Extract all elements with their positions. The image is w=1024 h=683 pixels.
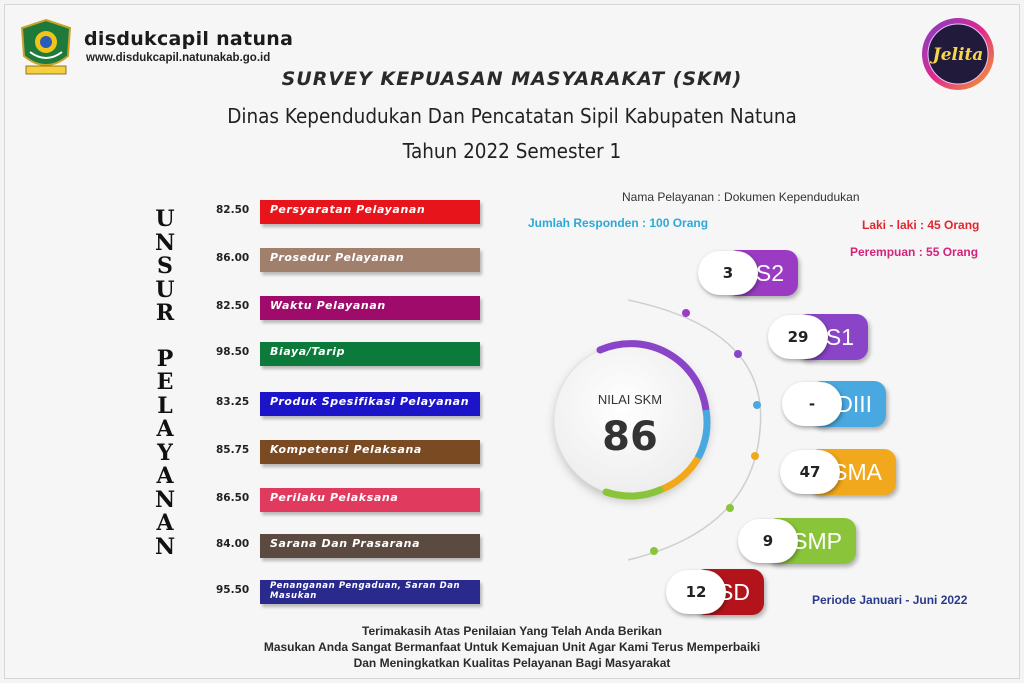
vert-letter: A — [156, 510, 174, 536]
edu-count: 29 — [768, 315, 828, 359]
edu-count: 9 — [738, 519, 798, 563]
unsur-score: 86.50 — [216, 492, 250, 504]
unsur-label: Penanganan Pengaduan, Saran Dan Masukan — [270, 581, 461, 601]
vert-letter: L — [157, 392, 173, 419]
jelita-dukcapil-logo-icon: Jelita — [922, 18, 994, 90]
unsur-score: 86.00 — [216, 252, 250, 264]
jelita-logo-text: Jelita — [930, 45, 984, 65]
unsur-bar — [260, 488, 480, 512]
title-main: SURVEY KEPUASAN MASYARAKAT (SKM) — [281, 68, 743, 90]
brand-name: disdukcapil natuna — [84, 28, 294, 50]
edu-count: 12 — [666, 570, 726, 614]
vert-letter: P — [156, 345, 174, 372]
unsur-bar — [260, 392, 480, 416]
unsur-bar — [260, 296, 480, 320]
footer-line-3: Dan Meningkatkan Kualitas Pelayanan Bagi… — [353, 656, 671, 670]
unsur-label: Produk Spesifikasi Pelayanan — [270, 395, 470, 408]
unsur-label: Waktu Pelayanan — [270, 299, 386, 312]
vert-letter: A — [156, 416, 174, 442]
nilai-skm-label: NILAI SKM — [597, 392, 663, 407]
footer-line-1: Terimakasih Atas Penilaian Yang Telah An… — [362, 624, 662, 638]
jumlah-laki-laki: Laki - laki : 45 Orang — [862, 218, 980, 232]
regency-emblem-icon — [20, 18, 72, 75]
vert-letter: U — [155, 276, 175, 303]
unsur-bar — [260, 200, 480, 224]
jumlah-perempuan: Perempuan : 55 Orang — [850, 245, 979, 259]
unsur-label: Biaya/Tarip — [270, 345, 346, 358]
edu-level: S1 — [825, 324, 854, 350]
periode-text: Periode Januari - Juni 2022 — [812, 593, 968, 607]
nilai-skm-gauge — [553, 340, 711, 500]
edu-level: S2 — [755, 260, 784, 286]
unsur-label: Sarana Dan Prasarana — [270, 537, 421, 550]
vert-letter: U — [155, 206, 175, 232]
unsur-label: Perilaku Pelaksana — [270, 491, 399, 504]
unsur-bar — [260, 440, 480, 464]
edu-pill-sma: 47 SMA — [780, 449, 896, 495]
edu-count: 3 — [698, 251, 758, 295]
vert-letter: Y — [157, 439, 173, 466]
edu-level: DIII — [836, 391, 872, 417]
vert-letter: A — [156, 463, 174, 489]
brand-url: www.disdukcapil.natunakab.go.id — [86, 52, 271, 64]
vert-letter: N — [154, 229, 176, 256]
unsur-score: 83.25 — [216, 396, 250, 408]
title-period: Tahun 2022 Semester 1 — [402, 139, 622, 163]
unsur-score: 82.50 — [216, 204, 250, 216]
unsur-pelayanan-vertical-text: U N S U R P E L A Y A N A N — [150, 206, 180, 560]
unsur-bar — [260, 580, 480, 604]
unsur-label: Persyaratan Pelayanan — [270, 203, 426, 216]
nama-pelayanan: Nama Pelayanan : Dokumen Kependudukan — [622, 190, 860, 204]
unsur-score: 85.75 — [216, 444, 250, 456]
edu-level: SD — [718, 579, 750, 605]
vert-letter: N — [154, 533, 176, 560]
edu-pill-sd: 12 SD — [666, 569, 764, 615]
unsur-label: Prosedur Pelayanan — [270, 251, 405, 264]
edu-count: - — [782, 382, 842, 426]
unsur-score: 95.50 — [216, 584, 250, 596]
edu-pill-diii: - DIII — [782, 381, 886, 427]
edu-count: 47 — [780, 450, 840, 494]
edu-level: SMA — [832, 459, 882, 485]
edu-pill-smp: 9 SMP — [738, 518, 856, 564]
unsur-score: 98.50 — [216, 346, 250, 358]
vert-letter: E — [156, 369, 174, 395]
edu-pill-s2: 3 S2 — [698, 250, 798, 296]
unsur-score: 82.50 — [216, 300, 250, 312]
jumlah-responden: Jumlah Responden : 100 Orang — [528, 216, 709, 230]
unsur-bar — [260, 342, 480, 366]
edu-level: SMP — [792, 528, 842, 554]
vert-letter: S — [157, 253, 173, 279]
unsur-label: Kompetensi Pelaksana — [270, 443, 422, 456]
unsur-bar — [260, 534, 480, 558]
edu-pill-s1: 29 S1 — [768, 314, 868, 360]
title-agency: Dinas Kependudukan Dan Pencatatan Sipil … — [227, 104, 797, 128]
vert-letter: R — [155, 300, 175, 326]
footer-line-2: Masukan Anda Sangat Bermanfaat Untuk Kem… — [263, 640, 761, 654]
unsur-bar — [260, 248, 480, 272]
vert-letter: N — [154, 486, 176, 513]
unsur-score: 84.00 — [216, 538, 250, 550]
nilai-skm-value: 86 — [602, 414, 658, 460]
